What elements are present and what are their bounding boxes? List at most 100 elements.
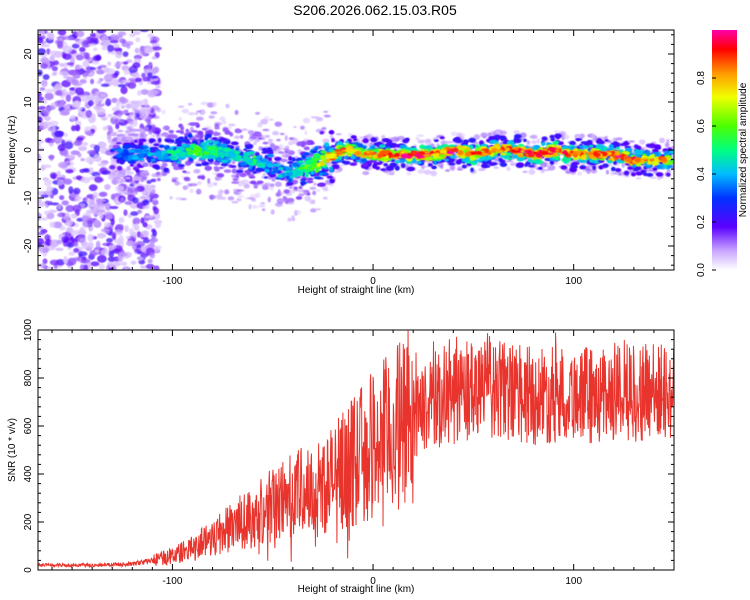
spectrogram-ridge-cell: [431, 165, 437, 170]
spectrogram-halo-cell: [175, 196, 182, 201]
spectrogram-noise-cell: [130, 211, 139, 216]
spectrogram-ridge-cell: [267, 156, 273, 162]
spectrogram-halo-cell: [649, 167, 654, 171]
spectrogram-noise-cell: [125, 240, 134, 246]
spectrogram-halo-cell: [417, 169, 426, 174]
spectrogram-halo-cell: [457, 166, 462, 171]
spectrogram-ridge-cell: [514, 147, 519, 151]
spectrogram-noise-cell: [110, 218, 115, 226]
spectrogram-noise-cell: [118, 251, 128, 257]
spectrogram-halo-cell: [123, 191, 132, 196]
spectrogram-halo-cell: [415, 137, 420, 141]
spectrogram-ridge-cell: [223, 169, 232, 173]
spectrogram-noise-cell: [142, 98, 148, 103]
spectrogram-ridge-cell: [169, 150, 176, 155]
spectrogram-ridge-cell: [373, 142, 381, 147]
spectrogram-halo-cell: [169, 196, 173, 200]
spectrogram-ridge-cell: [319, 131, 324, 135]
colorbar-tick-label: 0.4: [696, 167, 707, 181]
spectrogram-noise-cell: [122, 61, 129, 65]
spectrogram-noise-cell: [75, 87, 84, 95]
spectrogram-ridge-cell: [383, 163, 389, 167]
spectrogram-noise-cell: [55, 247, 64, 252]
spectrogram-ridge-cell: [170, 139, 175, 143]
colorbar-tick-label: 0.2: [696, 215, 707, 229]
spectrogram-noise-cell: [112, 115, 118, 119]
spectrogram-noise-cell: [74, 242, 79, 247]
spectrogram-noise-cell: [149, 252, 156, 259]
spectrogram-noise-cell: [107, 256, 116, 263]
spectrogram-halo-cell: [231, 200, 239, 204]
spectrogram-halo-cell: [137, 198, 145, 202]
spectrogram-ridge-cell: [620, 153, 625, 159]
spectrogram-halo-cell: [287, 140, 294, 146]
spectrogram-ridge-cell: [110, 148, 117, 152]
spectrogram-ridge-cell: [651, 148, 659, 152]
colorbar-tick-label: 0.6: [696, 119, 707, 133]
spectrogram-noise-cell: [101, 170, 111, 175]
spectrogram-halo-cell: [146, 115, 153, 120]
spectrogram-ridge-cell: [184, 135, 188, 140]
spectrogram-ridge-cell: [394, 152, 400, 157]
spectrogram-ridge-cell: [251, 133, 259, 137]
spectrogram-halo-cell: [315, 189, 321, 192]
spectrogram-halo-cell: [268, 118, 274, 121]
spectrogram-noise-cell: [94, 219, 100, 226]
spectrogram-ridge-cell: [541, 141, 546, 147]
spectrogram-halo-cell: [536, 138, 540, 144]
spectrogram-ridge-cell: [117, 165, 123, 171]
spectrogram-noise-cell: [109, 205, 119, 210]
spectrogram-noise-cell: [94, 176, 103, 183]
spectrogram-noise-cell: [142, 205, 150, 210]
spectrogram-heatmap: [38, 30, 674, 270]
snr-y-tick-label: 400: [23, 465, 34, 482]
spectrogram-y-tick-label: -20: [23, 238, 34, 253]
spectrogram-halo-cell: [236, 189, 245, 192]
spectrogram-ridge-cell: [144, 126, 149, 131]
spectrogram-noise-cell: [93, 98, 99, 106]
spectrogram-ridge-cell: [220, 162, 229, 167]
spectrogram-noise-cell: [42, 108, 51, 115]
spectrogram-ridge-cell: [329, 168, 334, 173]
spectrogram-ridge-cell: [548, 147, 556, 151]
spectrogram-noise-cell: [93, 153, 100, 161]
spectrogram-halo-cell: [233, 135, 241, 140]
spectrogram-noise-cell: [102, 126, 108, 131]
spectrogram-ridge-cell: [301, 155, 307, 159]
spectrogram-ridge-cell: [117, 148, 124, 152]
spectrogram-ridge-cell: [516, 162, 524, 167]
spectrogram-ridge-cell: [513, 136, 519, 142]
spectrogram-noise-cell: [40, 194, 49, 198]
spectrogram-halo-cell: [118, 119, 125, 123]
spectrogram-noise-cell: [80, 157, 86, 162]
spectrogram-halo-cell: [262, 173, 266, 177]
spectrogram-ridge-cell: [220, 152, 226, 157]
spectrogram-ridge-cell: [157, 156, 165, 160]
spectrogram-ridge-cell: [201, 161, 210, 166]
spectrogram-noise-cell: [145, 263, 155, 270]
spectrogram-halo-cell: [177, 105, 185, 108]
spectrogram-noise-cell: [68, 186, 74, 194]
spectrogram-ridge-cell: [117, 129, 124, 133]
spectrogram-noise-cell: [142, 76, 151, 82]
spectrogram-ridge-cell: [316, 183, 325, 187]
spectrogram-ridge-cell: [213, 132, 221, 136]
spectrogram-noise-cell: [49, 172, 58, 179]
spectrogram-ridge-cell: [291, 157, 296, 162]
spectrogram-noise-cell: [38, 237, 45, 245]
spectrogram-noise-cell: [123, 104, 132, 108]
spectrogram-ridge-cell: [282, 195, 287, 202]
spectrogram-ridge-cell: [576, 138, 580, 142]
spectrogram-ridge-cell: [489, 136, 495, 141]
spectrogram-ridge-cell: [560, 165, 568, 170]
spectrogram-noise-cell: [120, 98, 129, 104]
spectrogram-halo-cell: [480, 132, 488, 138]
spectrogram-noise-cell: [62, 178, 73, 185]
spectrogram-noise-cell: [104, 202, 112, 211]
spectrogram-halo-cell: [473, 134, 481, 140]
spectrogram-halo-cell: [287, 217, 292, 222]
spectrogram-ridge-cell: [154, 151, 162, 157]
spectrogram-ridge-cell: [197, 130, 203, 136]
spectrogram-x-tick-label: -100: [162, 276, 182, 287]
spectrogram-halo-cell: [579, 133, 585, 139]
